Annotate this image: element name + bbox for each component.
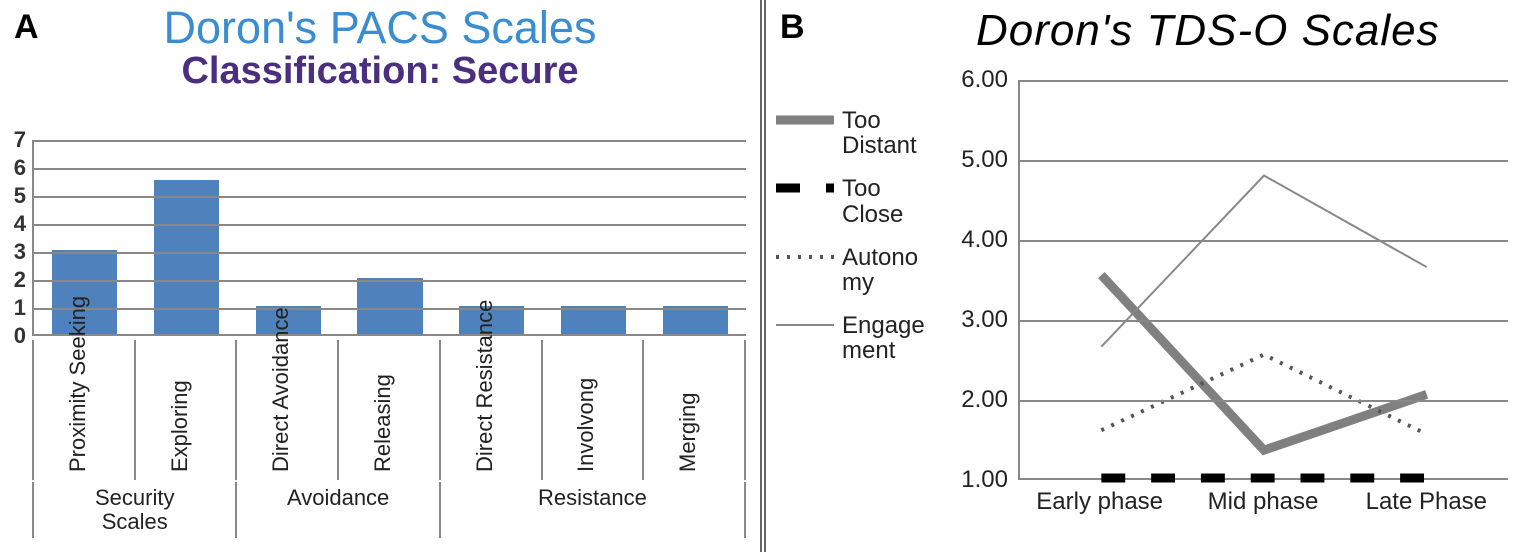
legend-item: Engage ment — [776, 313, 948, 363]
legend-label: Engage ment — [842, 313, 948, 363]
legend-swatch — [776, 245, 834, 269]
bar-chart-xlabel-cell: Involvong — [543, 340, 645, 480]
panel-a: A Doron's PACS Scales Classification: Se… — [0, 0, 766, 552]
bar-chart-xlabel: Exploring — [167, 380, 189, 472]
bar-chart-plot — [32, 140, 746, 336]
bar-chart-xlabel: Direct Avoidance — [268, 307, 290, 472]
line-chart-gridline — [1020, 320, 1508, 322]
line-chart-ytick: 3.00 — [961, 306, 1008, 334]
legend-label: Too Close — [842, 176, 948, 226]
bar-chart-group-label: Resistance — [441, 482, 746, 538]
bar-chart-groups: SecurityScalesAvoidanceResistance — [32, 482, 746, 538]
bar-chart-xlabel: Merging — [675, 393, 697, 472]
bar-chart-xlabel-cell: Releasing — [339, 340, 441, 480]
bar-chart-ytick: 7 — [14, 127, 26, 153]
panel-a-subtitle: Classification: Secure — [0, 50, 760, 93]
bar-chart-xlabel-cell: Direct Resistance — [441, 340, 543, 480]
bar-chart-ytick: 6 — [14, 155, 26, 181]
line-chart-plot — [1018, 80, 1508, 480]
legend-item: Too Close — [776, 176, 948, 226]
bar-chart-gridline — [34, 196, 746, 198]
line-chart-plot-wrap: 1.002.003.004.005.006.00 Early phaseMid … — [954, 80, 1514, 540]
bar-chart-xlabel-cell: Proximity Seeking — [34, 340, 136, 480]
bar — [357, 278, 422, 334]
line-chart-xlabel: Mid phase — [1181, 488, 1344, 516]
line-chart-xlabel: Early phase — [1018, 488, 1181, 516]
line-chart-xlabel: Late Phase — [1345, 488, 1508, 516]
bar-chart-xlabel: Direct Resistance — [472, 300, 494, 472]
line-chart-gridline — [1020, 160, 1508, 162]
bar-chart-ytick: 2 — [14, 267, 26, 293]
bar-chart-group-label: Avoidance — [237, 482, 440, 538]
line-chart-ytick: 4.00 — [961, 226, 1008, 254]
bar-chart-gridline — [34, 252, 746, 254]
legend-swatch — [776, 176, 834, 200]
line-chart-yaxis: 1.002.003.004.005.006.00 — [954, 80, 1014, 480]
bar-chart-xlabel: Involvong — [573, 378, 595, 472]
panel-a-title: Doron's PACS Scales — [0, 2, 760, 54]
bar-chart-gridline — [34, 224, 746, 226]
line-chart-xaxis: Early phaseMid phaseLate Phase — [1018, 488, 1508, 516]
bar-chart-xlabel-cell: Exploring — [136, 340, 238, 480]
panel-b: B Doron's TDS-O Scales Too Distant Too Cl… — [766, 0, 1536, 552]
line-chart-gridline — [1020, 240, 1508, 242]
line-chart-gridline — [1020, 80, 1508, 82]
bar-chart-ytick: 1 — [14, 295, 26, 321]
bar-chart: 01234567 Proximity Seeking Exploring Direc… — [0, 140, 760, 540]
bar-chart-gridline — [34, 168, 746, 170]
bar — [663, 306, 728, 334]
legend-item: Too Distant — [776, 108, 948, 158]
line-chart-ytick: 5.00 — [961, 146, 1008, 174]
bar-chart-ytick: 3 — [14, 239, 26, 265]
bar-chart-xlabel: Proximity Seeking — [65, 296, 87, 472]
line-chart-gridline — [1020, 400, 1508, 402]
panel-a-label: A — [14, 8, 39, 47]
legend-label: Too Distant — [842, 108, 948, 158]
bar-chart-gridline — [34, 280, 746, 282]
bar-chart-gridline — [34, 308, 746, 310]
line-series — [1101, 355, 1426, 435]
bar-chart-ytick: 0 — [14, 323, 26, 349]
line-chart: Too Distant Too Close Autono my Engage ment… — [776, 80, 1526, 540]
bar — [561, 306, 626, 334]
line-chart-ytick: 1.00 — [961, 466, 1008, 494]
bar-chart-xlabels: Proximity Seeking Exploring Direct Avoidan… — [32, 340, 746, 480]
panel-b-label: B — [780, 8, 805, 47]
bar-chart-group-label: SecurityScales — [34, 482, 237, 538]
bar-chart-xlabel-cell: Direct Avoidance — [237, 340, 339, 480]
bar — [154, 180, 219, 334]
legend-item: Autono my — [776, 245, 948, 295]
bar-chart-xlabel: Releasing — [370, 374, 392, 472]
panel-b-title: Doron's TDS-O Scales — [976, 6, 1526, 56]
line-chart-svg — [1020, 80, 1508, 478]
line-chart-ytick: 2.00 — [961, 386, 1008, 414]
bar-chart-ytick: 4 — [14, 211, 26, 237]
bar-chart-gridline — [34, 140, 746, 142]
bar-chart-ytick: 5 — [14, 183, 26, 209]
line-series — [1101, 275, 1426, 450]
line-chart-legend: Too Distant Too Close Autono my Engage ment — [776, 108, 948, 382]
line-chart-ytick: 6.00 — [961, 66, 1008, 94]
legend-swatch — [776, 108, 834, 132]
legend-swatch — [776, 313, 834, 337]
bar-chart-xlabel-cell: Merging — [644, 340, 746, 480]
bar-chart-yaxis: 01234567 — [0, 140, 30, 336]
legend-label: Autono my — [842, 245, 948, 295]
